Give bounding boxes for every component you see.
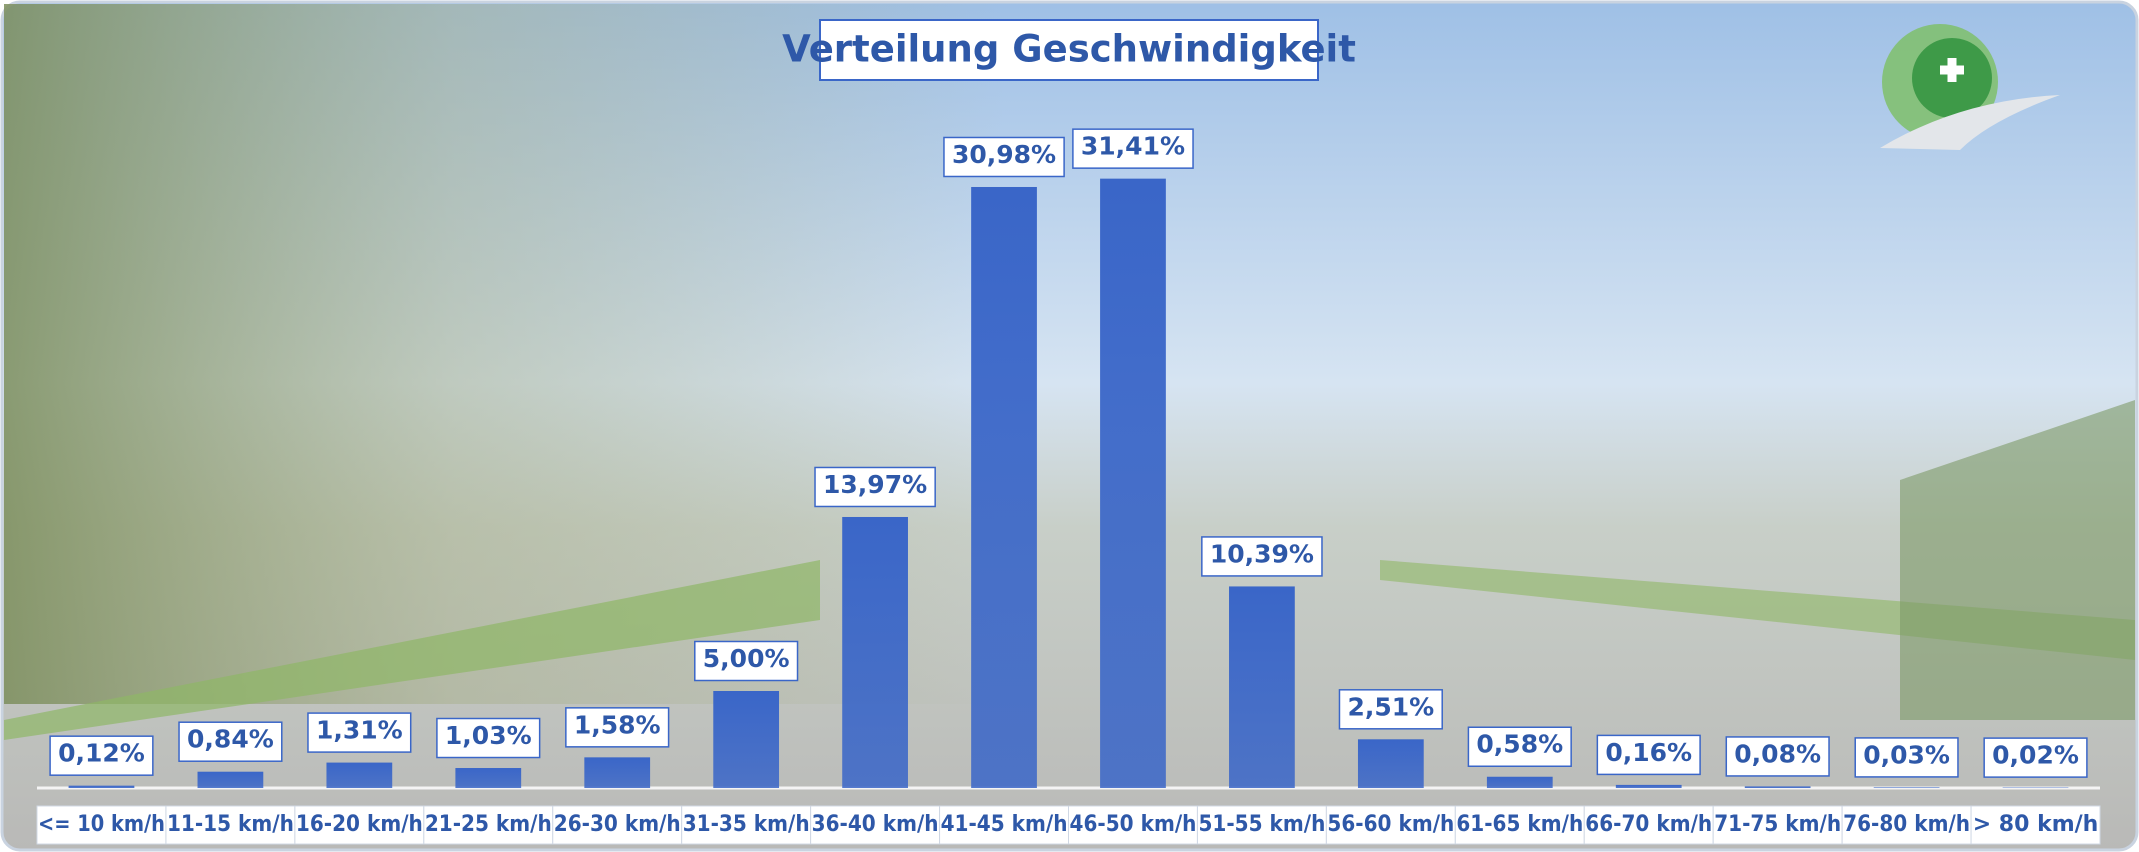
value-label: 2,51% [1347,692,1434,721]
bar [584,757,650,788]
x-tick-label: 46-50 km/h [1070,812,1197,837]
bar [713,691,779,788]
bar [842,517,908,788]
bar [971,187,1037,788]
x-tick-label: 51-55 km/h [1198,812,1325,837]
bar [1100,179,1166,788]
x-tick-label: > 80 km/h [1973,812,2099,837]
value-label: 30,98% [952,140,1056,169]
value-label: 0,12% [58,739,145,768]
bar [1745,786,1811,788]
x-tick-label: 56-60 km/h [1327,812,1454,837]
value-label: 1,31% [316,716,403,745]
x-tick-label: 26-30 km/h [554,812,681,837]
value-label: 13,97% [823,470,927,499]
x-tick-label: 36-40 km/h [812,812,939,837]
value-label: 0,03% [1863,740,1950,769]
chart: Verteilung Geschwindigkeit 0,12% <= 10 km… [0,0,2139,852]
x-tick-label: 71-75 km/h [1714,812,1841,837]
x-tick-label: 66-70 km/h [1585,812,1712,837]
x-tick-label: 16-20 km/h [296,812,423,837]
bar [1874,787,1940,788]
value-label: 5,00% [703,644,790,673]
value-label: 0,16% [1605,738,1692,767]
bar [455,768,521,788]
value-label: 31,41% [1081,132,1185,161]
bar [1229,586,1295,788]
page: Verteilung Geschwindigkeit 0,12% <= 10 km… [0,0,2139,852]
value-label: 0,02% [1992,741,2079,770]
x-tick-label: 41-45 km/h [941,812,1068,837]
x-tick-label: 31-35 km/h [683,812,810,837]
bar [1487,777,1553,788]
value-label: 0,84% [187,725,274,754]
value-label: 0,58% [1476,730,1563,759]
x-tick-label: 61-65 km/h [1456,812,1583,837]
x-tick-label: 76-80 km/h [1843,812,1970,837]
bar [69,786,135,788]
x-tick-label: 11-15 km/h [167,812,294,837]
bar [198,772,264,788]
bar [1358,739,1424,788]
x-tick-label: <= 10 km/h [38,812,165,837]
value-label: 10,39% [1210,539,1314,568]
x-tick-label: 21-25 km/h [425,812,552,837]
value-label: 0,08% [1734,739,1821,768]
bar [1616,785,1682,788]
value-label: 1,58% [574,710,661,739]
value-label: 1,03% [445,721,532,750]
bar [326,763,392,788]
chart-title: Verteilung Geschwindigkeit [782,28,1356,71]
